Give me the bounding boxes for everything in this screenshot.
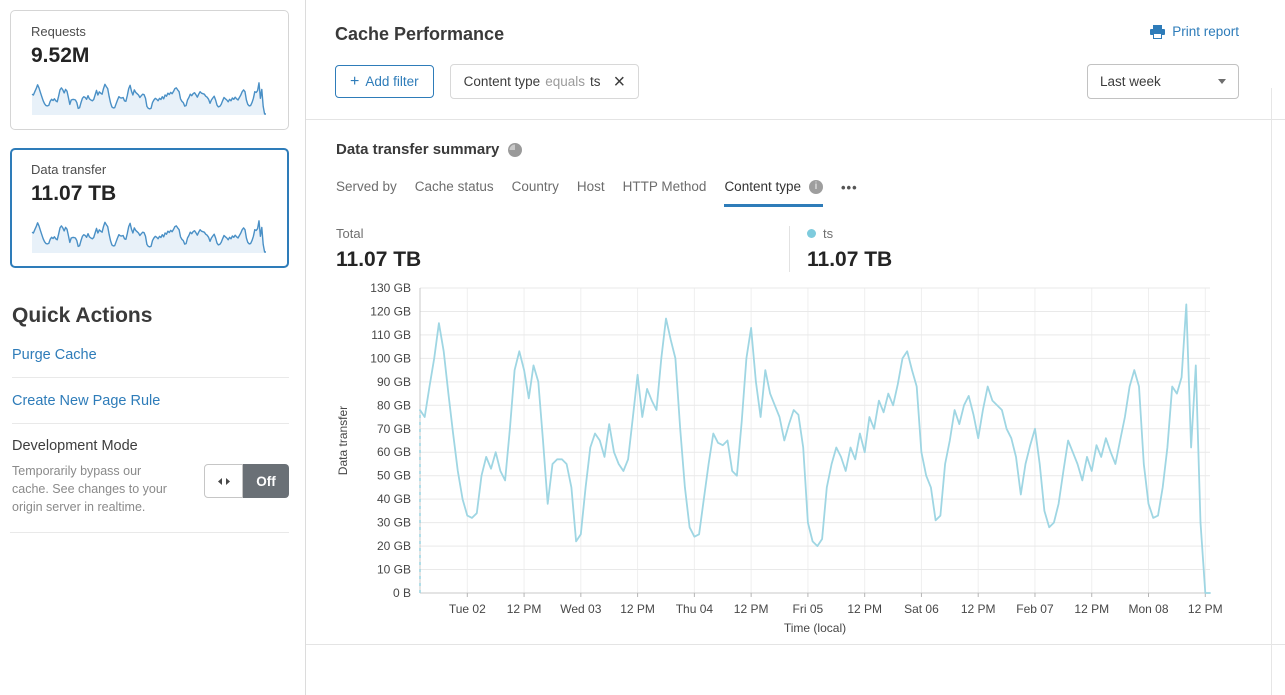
tab-content-type[interactable]: Content type i	[724, 179, 823, 207]
chevron-down-icon	[1218, 79, 1226, 84]
create-page-rule-link[interactable]: Create New Page Rule	[12, 378, 289, 424]
print-report-link[interactable]: Print report	[1150, 24, 1239, 39]
filter-chip-content-type[interactable]: Content type equals ts ×	[449, 64, 640, 99]
data-transfer-sparkline	[31, 220, 266, 253]
main-content: Cache Performance Print report + Add fil…	[306, 0, 1285, 695]
series-value: 11.07 TB	[807, 248, 893, 271]
dimension-tabs: Served by Cache status Country Host HTTP…	[336, 179, 1285, 207]
tab-content-type-label: Content type	[724, 179, 801, 194]
y-tick-label: 100 GB	[370, 351, 411, 365]
bottom-divider	[306, 644, 1285, 645]
page-title: Cache Performance	[335, 24, 505, 44]
x-tick-label: Thu 04	[676, 602, 714, 616]
requests-card-value: 9.52M	[31, 44, 90, 67]
data-transfer-metric-card[interactable]: Data transfer 11.07 TB	[10, 148, 289, 268]
development-mode-toggle[interactable]: Off	[204, 464, 289, 498]
total-stat: Total 11.07 TB	[336, 226, 789, 272]
total-label: Total	[336, 226, 364, 241]
series-legend-dot	[807, 229, 816, 238]
metrics-sidebar: Requests 9.52M Data transfer 11.07 TB Qu…	[0, 0, 306, 695]
tab-country[interactable]: Country	[511, 179, 559, 194]
y-tick-label: 50 GB	[377, 469, 411, 483]
data-transfer-card-label: Data transfer	[31, 162, 107, 177]
y-tick-label: 20 GB	[377, 539, 411, 553]
y-tick-label: 10 GB	[377, 563, 411, 577]
y-tick-label: 80 GB	[377, 398, 411, 412]
x-tick-label: 12 PM	[620, 602, 655, 616]
y-tick-label: 120 GB	[370, 304, 411, 318]
summary-title: Data transfer summary	[336, 141, 500, 158]
tab-served-by[interactable]: Served by	[336, 179, 397, 194]
total-value: 11.07 TB	[336, 248, 422, 271]
plus-icon: +	[350, 72, 360, 90]
x-tick-label: 12 PM	[734, 602, 769, 616]
y-axis-title: Data transfer	[336, 406, 350, 475]
y-tick-label: 130 GB	[370, 281, 411, 295]
x-tick-label: 12 PM	[961, 602, 996, 616]
x-tick-label: Sat 06	[904, 602, 939, 616]
add-filter-label: Add filter	[365, 74, 419, 89]
requests-metric-card[interactable]: Requests 9.52M	[10, 10, 289, 130]
add-filter-button[interactable]: + Add filter	[335, 65, 434, 98]
tab-host[interactable]: Host	[576, 179, 605, 194]
filter-chip-operator: equals	[545, 74, 585, 89]
ts-series-stat: ts 11.07 TB	[789, 226, 892, 272]
x-tick-label: 12 PM	[1188, 602, 1223, 616]
sparkline-area	[32, 82, 266, 115]
x-tick-label: Tue 02	[449, 602, 486, 616]
purge-cache-link[interactable]: Purge Cache	[12, 332, 289, 378]
x-tick-label: 12 PM	[507, 602, 542, 616]
y-tick-label: 110 GB	[371, 328, 411, 342]
requests-sparkline	[31, 82, 266, 115]
sparkline-area	[32, 220, 266, 253]
y-tick-label: 90 GB	[377, 375, 411, 389]
filter-chip-field: Content type	[463, 74, 541, 89]
toggle-state-label: Off	[243, 464, 289, 498]
summary-stats: Total 11.07 TB ts 11.07 TB	[336, 226, 1285, 272]
y-tick-label: 60 GB	[377, 445, 411, 459]
info-icon[interactable]: i	[809, 179, 823, 194]
more-tabs-button[interactable]: •••	[841, 180, 858, 195]
data-transfer-chart[interactable]: 0 B 10 GB 20 GB 30 GB 40 GB 50 GB 60 GB 70 GB 80…	[330, 280, 1285, 640]
sparkline-line	[31, 220, 266, 253]
x-tick-label: 12 PM	[1074, 602, 1109, 616]
filter-chip-value: ts	[589, 74, 601, 89]
y-tick-label: 70 GB	[377, 422, 411, 436]
requests-card-label: Requests	[31, 24, 86, 39]
tab-http-method[interactable]: HTTP Method	[622, 179, 707, 194]
development-mode-section: Development Mode Temporarily bypass our …	[10, 424, 289, 534]
printer-icon	[1150, 24, 1166, 39]
time-range-value: Last week	[1100, 74, 1161, 89]
quick-actions-title: Quick Actions	[12, 304, 153, 327]
development-mode-description: Temporarily bypass our cache. See change…	[12, 464, 167, 515]
header-divider	[306, 119, 1285, 120]
sparkline-line	[31, 82, 266, 115]
y-tick-label: 40 GB	[377, 492, 411, 506]
data-transfer-summary-section: Data transfer summary Served by Cache st…	[306, 120, 1285, 644]
toggle-arrows-icon	[204, 464, 243, 498]
time-period-icon	[508, 142, 523, 157]
x-tick-label: Fri 05	[793, 602, 824, 616]
content-right-edge	[1271, 88, 1272, 695]
x-tick-label: 12 PM	[847, 602, 882, 616]
x-axis-title: Time (local)	[784, 621, 846, 635]
ts-series-line	[419, 303, 1211, 594]
series-legend-name: ts	[823, 226, 834, 241]
print-report-label: Print report	[1172, 24, 1239, 39]
y-tick-label: 30 GB	[377, 516, 411, 530]
development-mode-title: Development Mode	[12, 438, 138, 454]
x-tick-label: Mon 08	[1128, 602, 1168, 616]
remove-filter-icon[interactable]: ×	[613, 70, 626, 93]
x-tick-label: Wed 03	[560, 602, 601, 616]
y-tick-label: 0 B	[393, 586, 411, 600]
data-transfer-card-value: 11.07 TB	[31, 182, 117, 205]
x-tick-label: Feb 07	[1016, 602, 1054, 616]
tab-cache-status[interactable]: Cache status	[414, 179, 494, 194]
time-range-select[interactable]: Last week	[1087, 64, 1239, 99]
